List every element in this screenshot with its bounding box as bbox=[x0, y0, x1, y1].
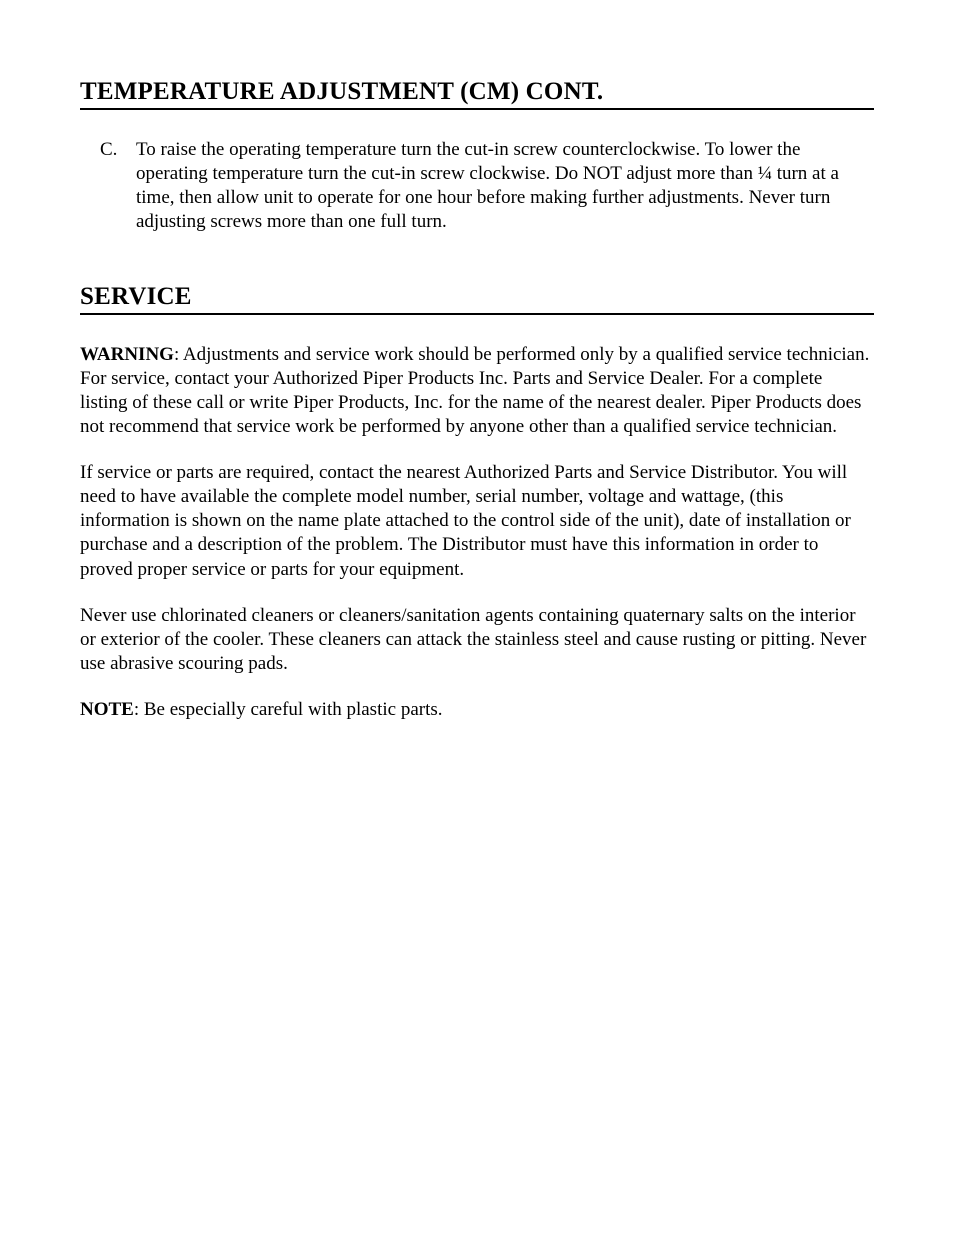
warning-paragraph: WARNING: Adjustments and service work sh… bbox=[80, 343, 874, 440]
service-paragraph-3: Never use chlorinated cleaners or cleane… bbox=[80, 604, 874, 676]
list-marker: C. bbox=[100, 138, 136, 235]
note-paragraph: NOTE: Be especially careful with plastic… bbox=[80, 698, 874, 722]
list-item-c: C. To raise the operating temperature tu… bbox=[80, 138, 874, 235]
warning-label: WARNING bbox=[80, 344, 174, 365]
document-page: TEMPERATURE ADJUSTMENT (CM) CONT. C. To … bbox=[0, 0, 954, 1235]
list-item-text: To raise the operating temperature turn … bbox=[136, 138, 874, 235]
section-heading-service: SERVICE bbox=[80, 283, 874, 315]
note-label: NOTE bbox=[80, 699, 134, 720]
warning-text: : Adjustments and service work should be… bbox=[80, 344, 869, 437]
note-text: : Be especially careful with plastic par… bbox=[134, 699, 443, 720]
service-paragraph-2: If service or parts are required, contac… bbox=[80, 461, 874, 582]
section-heading-temperature: TEMPERATURE ADJUSTMENT (CM) CONT. bbox=[80, 78, 874, 110]
